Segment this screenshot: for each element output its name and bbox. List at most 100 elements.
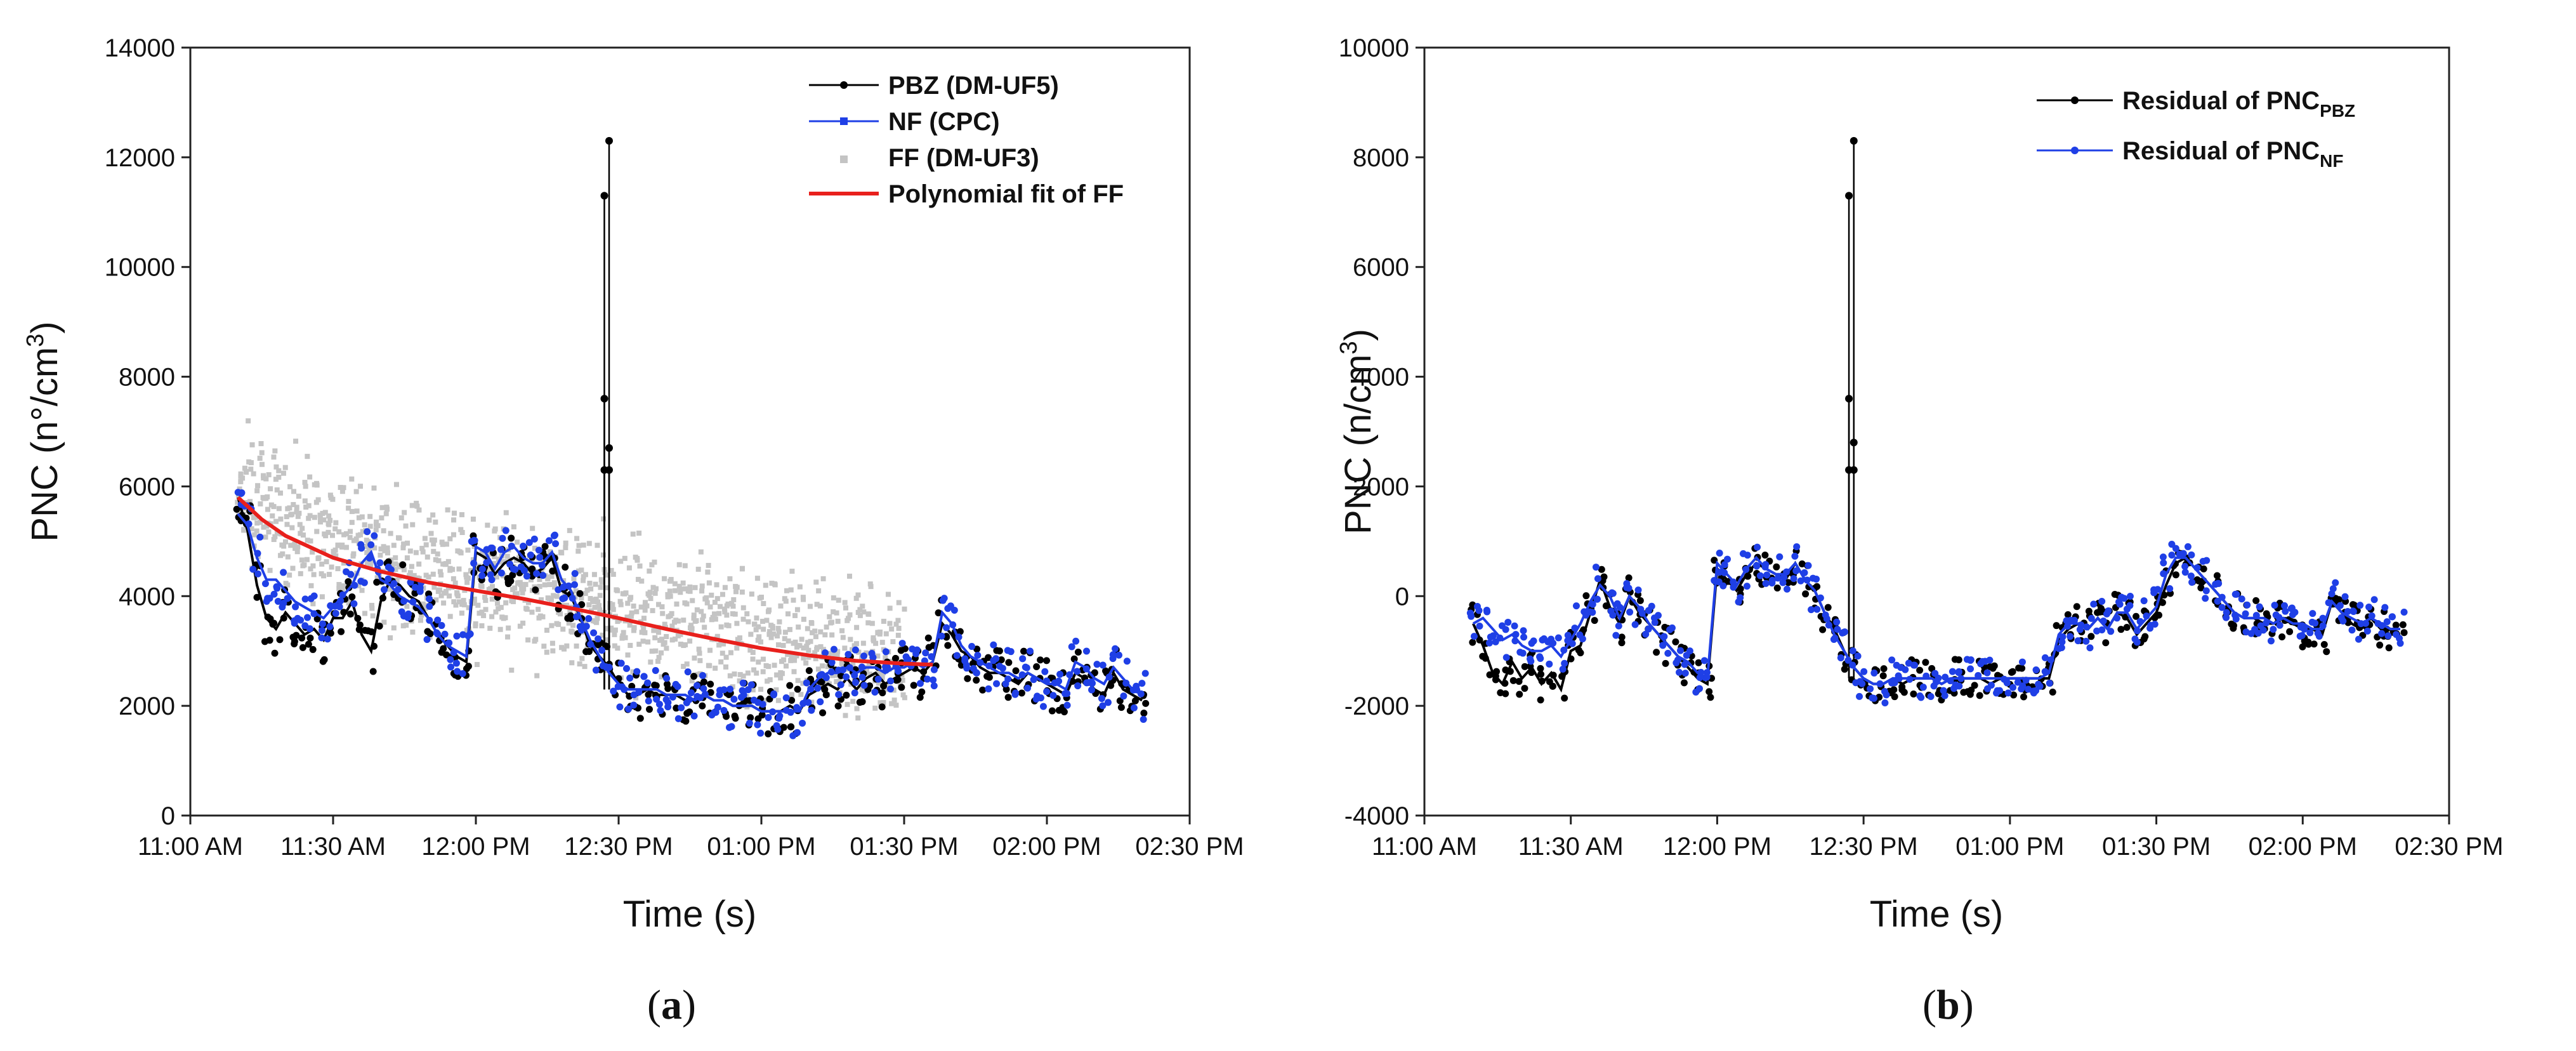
ff-point [618,559,624,564]
series-point-residual-of-pnc-nf [2019,682,2027,690]
ff-point [827,614,832,619]
ff-point [692,585,698,590]
series-point-pbz-dm-uf5 [891,654,899,662]
series-point-residual-of-pnc-nf [1779,579,1787,586]
series-point-nf-cpc [621,685,628,693]
series-point-nf-cpc [657,707,664,715]
ff-point [253,515,258,520]
ff-point [855,609,861,615]
ff-point [662,640,667,645]
ff-point [754,576,760,581]
series-point-residual-of-pnc-pbz [2278,633,2286,641]
series-point-residual-of-pnc-nf [2193,564,2201,572]
series-point-nf-cpc [739,679,747,687]
ff-point [240,475,246,481]
series-point-nf-cpc [306,625,313,633]
series-point-nf-cpc [617,659,625,667]
series-point-nf-cpc [851,678,859,686]
series-point-residual-of-pnc-nf [2151,621,2159,628]
series-point-pbz-dm-uf5 [354,614,362,622]
ff-point [314,482,320,488]
series-point-nf-cpc [1141,670,1149,677]
ff-point [285,554,291,560]
series-point-nf-cpc [273,585,281,592]
ff-point [698,549,704,555]
series-point-nf-cpc [254,570,261,578]
ff-point [627,622,633,628]
series-point-residual-of-pnc-pbz [1528,669,1535,677]
ff-point [766,664,772,670]
series-point-residual-of-pnc-nf [1849,661,1856,669]
series-point-residual-of-pnc-nf [1922,672,1930,680]
series-point-residual-of-pnc-nf [2218,593,2226,601]
ff-point [758,687,764,692]
series-point-pbz-dm-uf5 [924,634,932,642]
series-point-residual-of-pnc-nf [1975,671,1982,679]
series-point-residual-of-pnc-pbz [1898,686,1906,694]
series-point-nf-cpc [552,540,560,548]
series-point-residual-of-pnc-pbz [1492,676,1499,684]
ff-point [485,522,490,528]
ff-point [727,576,733,581]
ff-point [778,603,784,609]
ff-point [902,695,907,701]
series-point-pbz-dm-uf5 [897,647,905,654]
series-point-residual-of-pnc-pbz [1976,692,1983,699]
series-point-nf-cpc [1074,668,1081,675]
ff-point [603,637,609,643]
series-point-residual-of-pnc-pbz [1509,677,1517,684]
ff-point [678,631,683,637]
series-point-residual-of-pnc-pbz [1711,557,1718,564]
series-point-residual-of-pnc-nf [1511,622,1518,630]
ff-point [900,692,906,697]
ff-point [721,606,727,612]
ff-point [305,538,310,543]
series-point-nf-cpc [380,586,388,593]
series-point-residual-of-pnc-nf [1881,699,1889,706]
ff-point [593,597,599,602]
ff-point [724,612,730,618]
series-point-nf-cpc [1093,661,1101,668]
ff-point [574,536,580,541]
series-point-nf-cpc [555,586,562,593]
series-point-pbz-dm-uf5 [920,668,928,675]
series-point-pbz-dm-uf5 [289,633,297,641]
ff-point [369,558,375,564]
series-point-pbz-dm-uf5 [411,590,419,597]
ff-point [310,549,315,555]
series-point-nf-cpc [635,689,643,696]
ff-point [825,664,831,670]
ff-point [733,589,739,595]
series-point-residual-of-pnc-nf [2298,631,2306,639]
series-point-pbz-dm-uf5 [578,601,586,609]
ff-point [792,639,798,645]
series-point-pbz-dm-uf5 [507,577,515,585]
series-point-nf-cpc [851,689,858,697]
ff-point [635,576,641,582]
series-point-residual-of-pnc-pbz [1598,565,1605,573]
ff-point [871,635,876,640]
ff-point [699,588,705,594]
spike-point [1845,192,1853,200]
series-point-residual-of-pnc-nf [2083,623,2091,631]
series-point-nf-cpc [884,663,891,671]
series-point-nf-cpc [337,597,345,605]
ff-point [728,650,733,656]
series-point-residual-of-pnc-pbz [1737,585,1744,593]
series-point-pbz-dm-uf5 [818,678,825,686]
ff-point [665,592,671,597]
series-point-residual-of-pnc-nf [2256,603,2263,611]
series-point-nf-cpc [822,649,829,657]
series-point-nf-cpc [470,560,478,567]
series-point-nf-cpc [551,531,558,539]
ff-point [714,633,720,639]
ff-point [877,631,883,637]
series-point-pbz-dm-uf5 [509,571,516,579]
ff-point [542,582,548,588]
series-point-residual-of-pnc-pbz [1891,693,1898,701]
ff-point [551,593,556,598]
ff-point [438,593,444,598]
series-point-nf-cpc [653,696,660,703]
series-point-nf-cpc [626,674,634,682]
series-point-nf-cpc [445,639,453,647]
